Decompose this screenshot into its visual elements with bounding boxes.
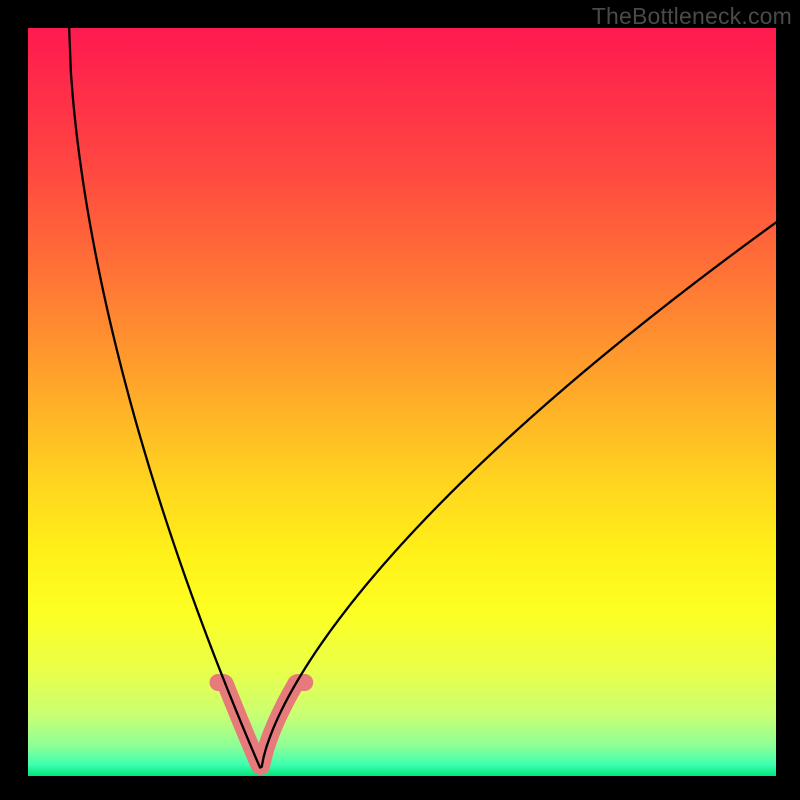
chart-background-gradient — [28, 28, 776, 776]
chart-svg — [0, 0, 800, 800]
chart-root: TheBottleneck.com — [0, 0, 800, 800]
